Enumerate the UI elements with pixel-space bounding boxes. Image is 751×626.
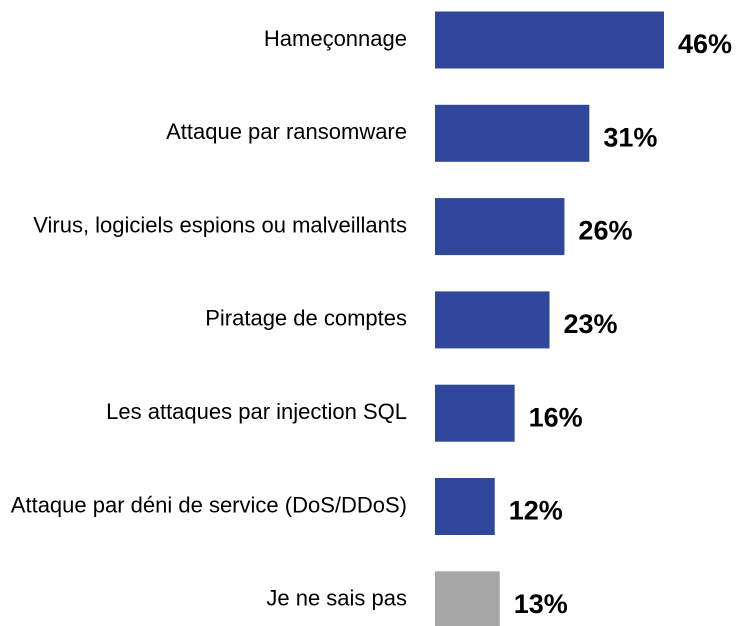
value-label: 23% — [564, 309, 618, 339]
bar — [435, 198, 565, 256]
category-label: Hameçonnage — [264, 26, 407, 51]
value-label: 31% — [603, 122, 657, 152]
bar — [435, 478, 495, 535]
value-label: 16% — [529, 402, 583, 432]
value-label: 12% — [509, 496, 563, 526]
bar — [435, 571, 500, 626]
category-label: Virus, logiciels espions ou malveillants — [33, 212, 407, 237]
bar — [435, 104, 590, 162]
category-label: Attaque par déni de service (DoS/DDoS) — [11, 492, 407, 517]
value-label: 13% — [514, 589, 568, 619]
value-label: 46% — [678, 29, 732, 59]
bar — [435, 291, 550, 349]
bar — [435, 384, 515, 442]
category-label: Attaque par ransomware — [166, 119, 407, 144]
category-label: Les attaques par injection SQL — [106, 399, 407, 424]
category-label: Je ne sais pas — [266, 586, 407, 611]
value-label: 26% — [578, 216, 632, 246]
bar — [435, 11, 664, 69]
category-label: Piratage de comptes — [205, 306, 407, 331]
